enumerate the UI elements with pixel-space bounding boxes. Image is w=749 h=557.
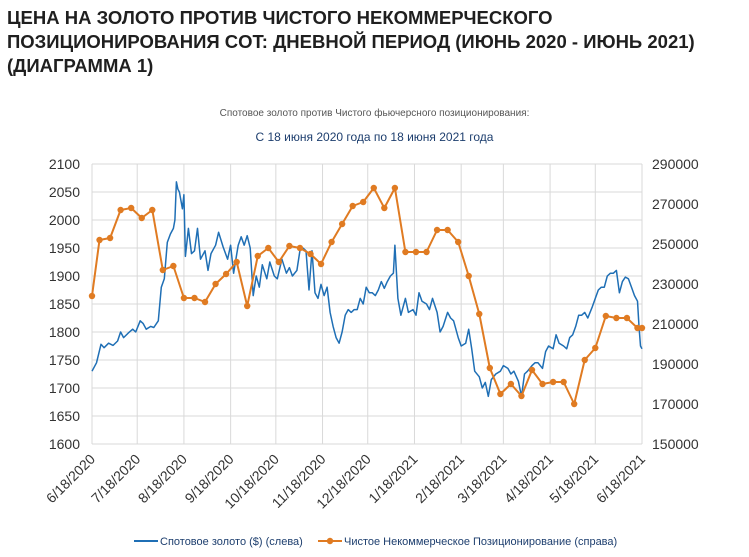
data-point-positioning [486, 364, 494, 372]
data-point-positioning [159, 266, 167, 274]
data-point-positioning [518, 392, 525, 400]
data-point-positioning [528, 366, 536, 374]
chart-subtitle: Спотовое золото против Чистого фьючерсно… [219, 108, 530, 119]
data-point-positioning [454, 238, 462, 246]
data-point-positioning [370, 184, 377, 192]
data-point-positioning [191, 294, 198, 302]
data-point-positioning [212, 280, 219, 288]
y-left-tick-label: 2100 [49, 156, 80, 172]
data-point-positioning [254, 252, 261, 260]
data-point-positioning [360, 198, 367, 206]
data-point-positioning [307, 250, 314, 258]
data-point-positioning [265, 244, 272, 252]
data-point-positioning [444, 226, 451, 234]
x-tick-label: 7/18/2020 [88, 451, 144, 507]
data-point-positioning [328, 238, 335, 246]
y-left-tick-label: 1800 [49, 324, 80, 340]
data-point-positioning [201, 298, 209, 306]
data-point-positioning [138, 214, 145, 222]
legend-marker-positioning [326, 537, 334, 545]
data-point-positioning [233, 258, 240, 266]
data-point-positioning [88, 292, 96, 300]
y-right-tick-label: 150000 [652, 436, 699, 452]
data-point-positioning [349, 202, 356, 210]
y-left-tick-label: 2050 [49, 184, 80, 200]
data-point-positioning [381, 204, 388, 212]
data-point-positioning [465, 272, 472, 280]
data-point-positioning [286, 242, 293, 250]
y-left-tick-label: 1650 [49, 408, 80, 424]
data-point-positioning [149, 206, 156, 214]
series-line-gold [91, 181, 643, 398]
data-point-positioning [592, 344, 599, 352]
data-point-positioning [549, 378, 557, 386]
y-right-tick-label: 290000 [652, 156, 699, 172]
data-point-positioning [402, 248, 409, 256]
x-tick-label: 5/18/2021 [546, 451, 602, 507]
data-point-positioning [127, 204, 135, 212]
data-point-positioning [507, 380, 515, 388]
data-point-positioning [96, 236, 103, 244]
data-point-positioning [602, 312, 610, 320]
data-point-positioning [560, 378, 567, 386]
data-point-positioning [117, 206, 124, 214]
y-left-tick-label: 2000 [49, 212, 80, 228]
page-title: ЦЕНА НА ЗОЛОТО ПРОТИВ ЧИСТОГО НЕКОММЕРЧЕ… [7, 7, 695, 76]
data-point-positioning [106, 234, 114, 242]
data-point-positioning [180, 294, 188, 302]
legend-label-positioning: Чистое Некоммерческое Позиционирование (… [344, 536, 617, 548]
data-point-positioning [412, 248, 420, 256]
data-point-positioning [570, 400, 578, 408]
data-point-positioning [613, 314, 620, 322]
chart-title: С 18 июня 2020 года по 18 июня 2021 года [255, 130, 494, 144]
y-right-tick-label: 270000 [652, 196, 699, 212]
y-left-tick-label: 1750 [49, 352, 80, 368]
data-point-positioning [296, 244, 304, 252]
data-point-positioning [317, 260, 325, 268]
x-tick-label: 8/18/2020 [135, 451, 191, 507]
y-right-tick-label: 190000 [652, 356, 699, 372]
data-point-positioning [170, 262, 177, 270]
y-right-tick-label: 170000 [652, 396, 699, 412]
y-left-tick-label: 1600 [49, 436, 80, 452]
data-point-positioning [244, 302, 251, 310]
x-tick-label: 6/18/2021 [593, 451, 649, 507]
y-right-tick-label: 210000 [652, 316, 699, 332]
y-left-tick-label: 1850 [49, 296, 80, 312]
data-point-positioning [638, 324, 646, 332]
data-point-positioning [391, 184, 399, 192]
y-right-tick-label: 250000 [652, 236, 699, 252]
data-point-positioning [476, 310, 483, 318]
data-point-positioning [634, 324, 641, 332]
y-left-tick-label: 1900 [49, 268, 80, 284]
legend-label-gold: Спотовое золото ($) (слева) [160, 536, 303, 548]
data-point-positioning [433, 226, 441, 234]
data-point-positioning [623, 314, 631, 322]
data-point-positioning [539, 380, 546, 388]
data-point-positioning [497, 390, 504, 398]
y-left-tick-label: 1950 [49, 240, 80, 256]
y-left-tick-label: 1700 [49, 380, 80, 396]
data-point-positioning [581, 356, 588, 364]
data-point-positioning [222, 270, 230, 278]
x-tick-label: 1/18/2021 [365, 451, 421, 507]
data-point-positioning [338, 220, 346, 228]
data-point-positioning [275, 258, 283, 266]
data-point-positioning [423, 248, 430, 256]
y-right-tick-label: 230000 [652, 276, 699, 292]
